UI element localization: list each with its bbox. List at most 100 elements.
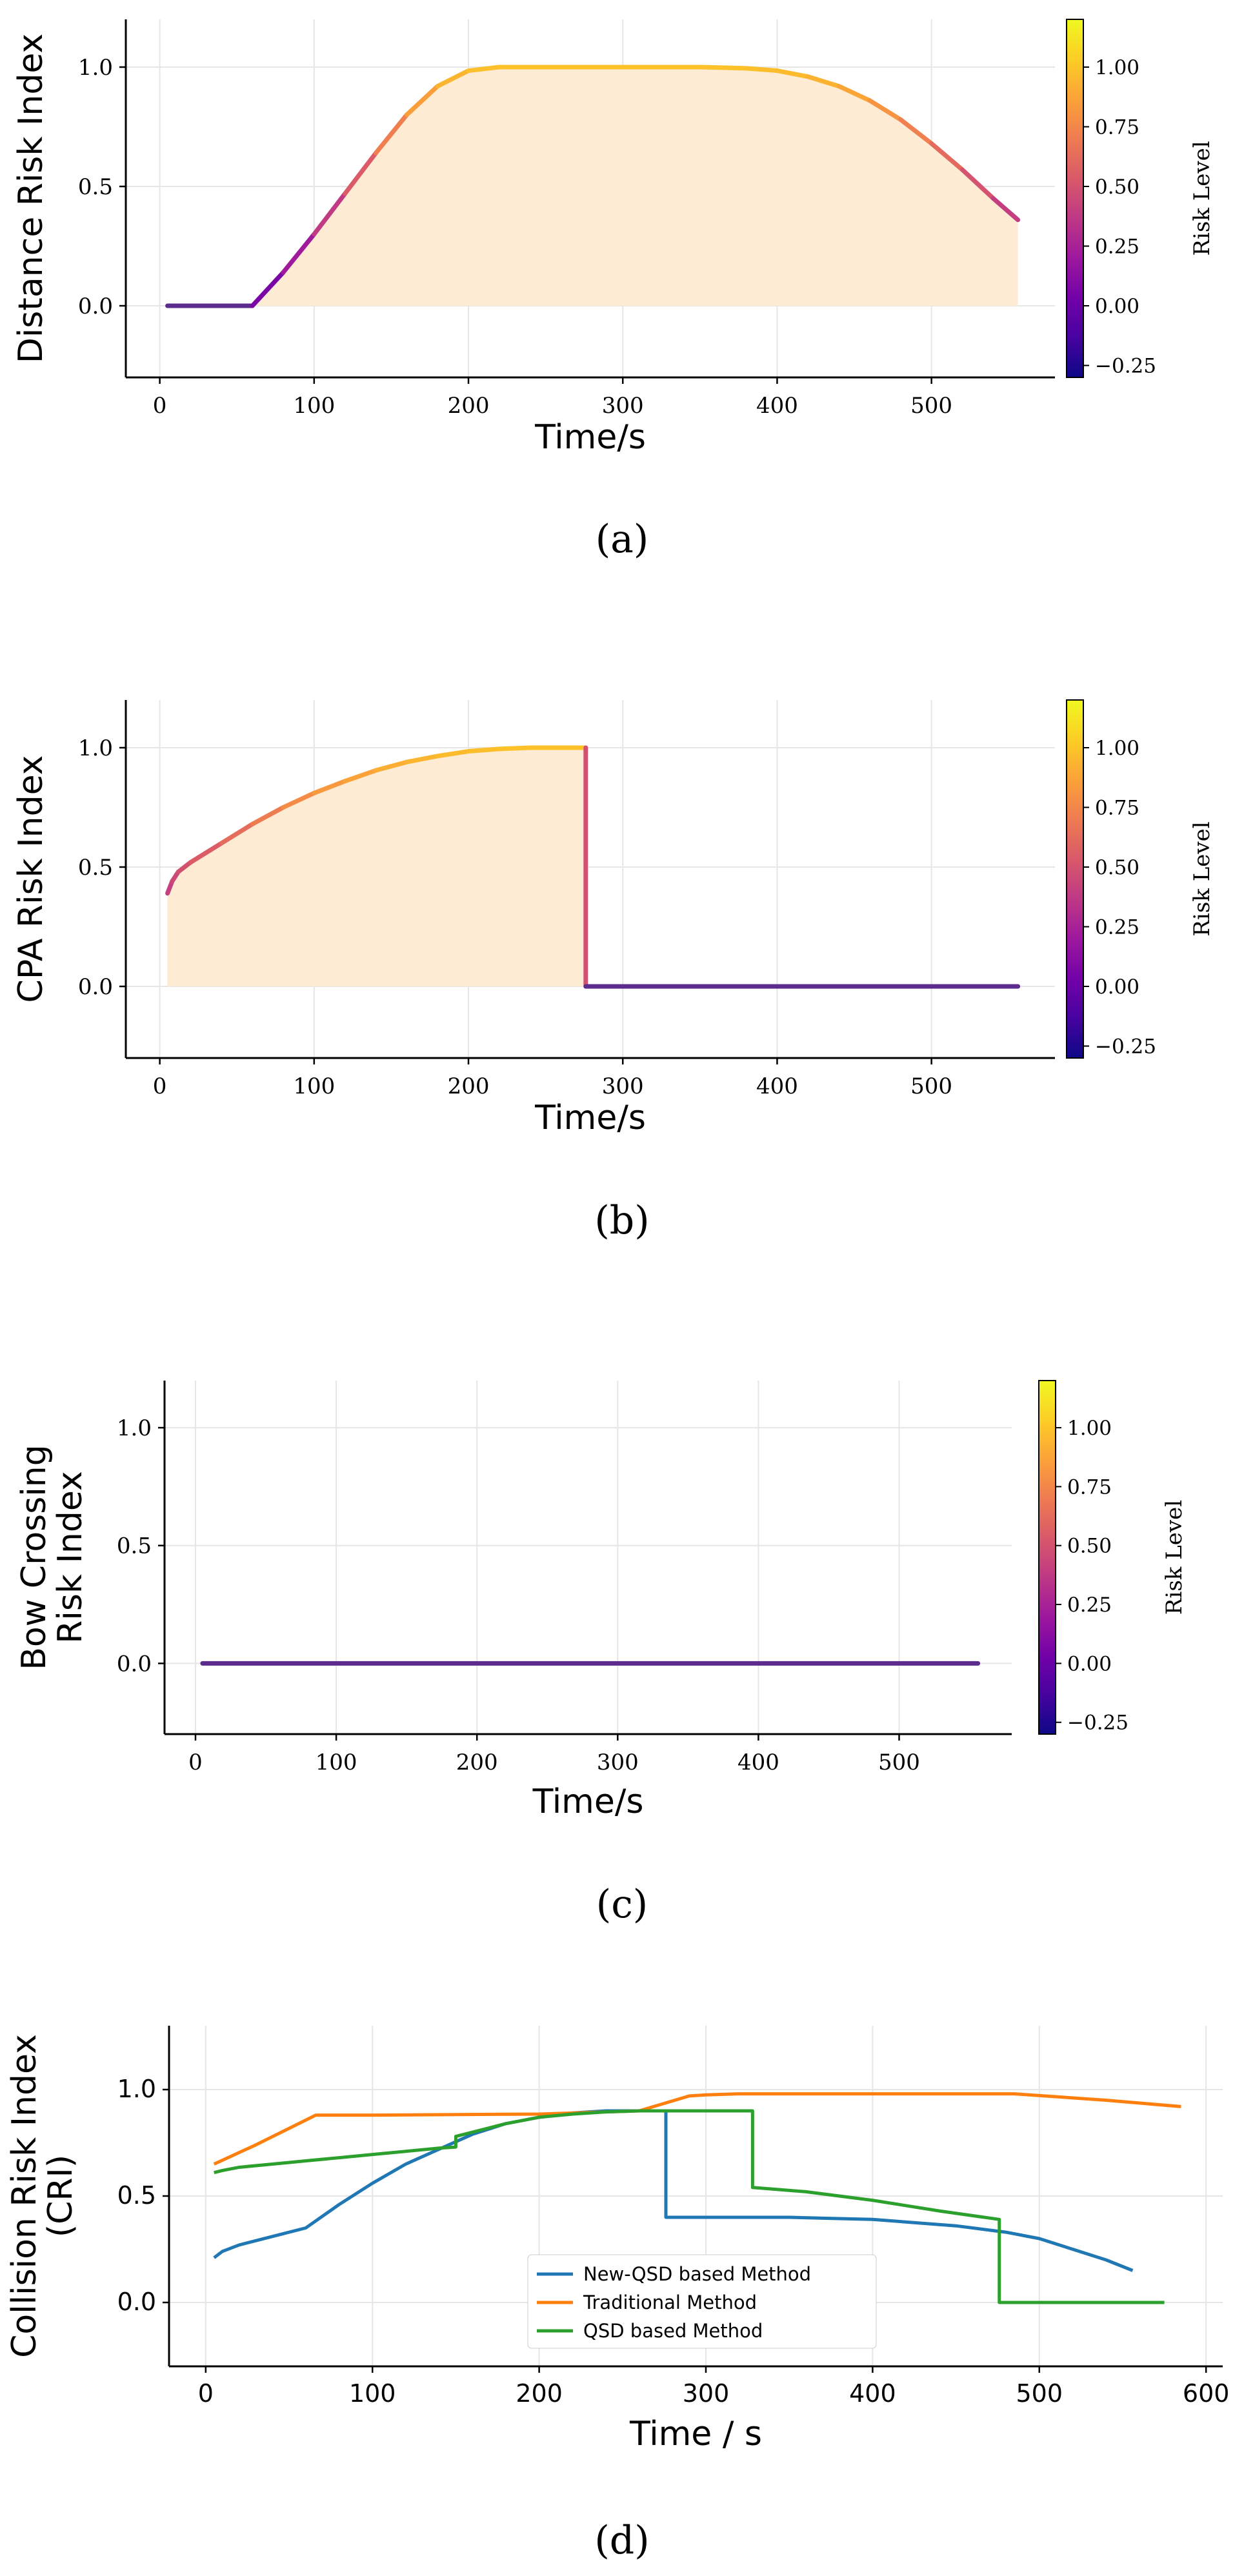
colorbar-tick-label: −0.25 xyxy=(1095,355,1156,378)
x-tick-label: 300 xyxy=(602,1073,644,1099)
series-segment xyxy=(312,779,348,795)
colorbar-tick-label: 0.50 xyxy=(1095,175,1139,199)
y-tick-label: 0.0 xyxy=(78,974,113,1000)
y-tick-label: 0.5 xyxy=(78,855,113,881)
y-tick-label: 1.0 xyxy=(78,55,113,81)
caption-d: (d) xyxy=(594,2518,649,2563)
xlabel-d: Time / s xyxy=(629,2415,762,2453)
colorbar-tick-label: 0.25 xyxy=(1095,916,1139,939)
colorbar-tick-label: 1.00 xyxy=(1095,56,1139,79)
ylabel-a: Distance Risk Index xyxy=(12,34,50,363)
series-segment xyxy=(959,167,996,201)
area-fill xyxy=(167,67,1018,306)
series-segment xyxy=(176,860,193,874)
x-tick-label: 600 xyxy=(1183,2379,1230,2408)
colorbar-tick-label: 0.00 xyxy=(1095,295,1139,318)
x-tick-label: 200 xyxy=(448,1073,490,1099)
colorbar-tick-label: 0.75 xyxy=(1067,1475,1112,1499)
series-segment xyxy=(929,141,965,172)
series-segment xyxy=(466,746,502,754)
x-tick-label: 400 xyxy=(737,1750,779,1775)
y-tick-label: 0.5 xyxy=(117,2181,156,2210)
series-segment xyxy=(404,84,440,117)
x-tick-label: 500 xyxy=(910,393,952,419)
y-tick-label: 0.0 xyxy=(78,294,113,319)
y-tick-label: 1.0 xyxy=(117,2075,156,2103)
series-segment xyxy=(744,66,779,74)
xlabel-b: Time/s xyxy=(534,1099,646,1137)
x-tick-label: 0 xyxy=(153,393,167,419)
y-tick-label: 1.0 xyxy=(117,1415,152,1441)
colorbar-tick-label: 0.75 xyxy=(1095,116,1139,139)
series-segment xyxy=(435,68,471,89)
colorbar-tick-label: 0.50 xyxy=(1095,856,1139,879)
bow-crossing-risk-plot: 0 100 200 300 400 500 0.0 0.5 1.0 −0.25 0.00 0.25 0.… xyxy=(117,1380,1129,1775)
caption-b: (b) xyxy=(594,1198,649,1243)
x-tick-label: 100 xyxy=(293,1073,335,1099)
colorbar-tick-label: 1.00 xyxy=(1095,737,1139,760)
colorbar-label-a: Risk Level xyxy=(1189,141,1215,255)
colorbar-label-b: Risk Level xyxy=(1189,821,1215,936)
series-segment xyxy=(343,150,379,196)
colorbar-tick-label: 0.25 xyxy=(1095,235,1139,259)
colorbar-label-c: Risk Level xyxy=(1161,1500,1187,1615)
x-tick-label: 300 xyxy=(683,2379,730,2408)
series-segment xyxy=(250,805,286,826)
series-segment xyxy=(836,84,872,103)
colorbar-tick-label: 0.75 xyxy=(1095,797,1139,820)
panel-d: 0 100 200 300 400 500 600 0.0 0.5 1.0 Time / s Co… xyxy=(5,2026,1229,2563)
series-segment xyxy=(281,790,317,810)
legend-label-traditional: Traditional Method xyxy=(583,2291,757,2313)
series-segment xyxy=(898,117,934,146)
colorbar-tick-label: −0.25 xyxy=(1067,1712,1129,1735)
colorbar xyxy=(1038,1380,1056,1735)
series-segment xyxy=(697,65,749,71)
x-tick-label: 200 xyxy=(456,1750,498,1775)
panel-b: 0 100 200 300 400 500 0.0 0.5 1.0 −0.25 0.00 0.25 0.… xyxy=(12,699,1215,1243)
x-tick-label: 500 xyxy=(910,1073,952,1099)
colorbar-tick-label: 1.00 xyxy=(1067,1417,1112,1440)
ylabel-c: Bow CrossingRisk Index xyxy=(15,1444,90,1670)
collision-risk-plot: 0 100 200 300 400 500 600 0.0 0.5 1.0 xyxy=(117,2026,1230,2408)
series-line-0 xyxy=(213,2109,1134,2272)
colorbar-tick-label: 0.25 xyxy=(1067,1593,1112,1617)
x-tick-label: 300 xyxy=(597,1750,639,1775)
series-segment xyxy=(374,112,409,155)
x-tick-label: 500 xyxy=(1016,2379,1063,2408)
series-segment xyxy=(774,68,810,79)
area-fill xyxy=(167,748,586,986)
y-tick-label: 0.0 xyxy=(117,2288,156,2316)
panel-a: 0 100 200 300 400 500 0.0 0.5 1.0 −0.25 0.00 0.25 0.… xyxy=(12,19,1215,562)
colorbar-tick-label: 0.00 xyxy=(1095,975,1139,999)
colorbar-tick-label: 0.00 xyxy=(1067,1652,1112,1675)
series-segment xyxy=(250,270,286,308)
series-segment xyxy=(466,65,502,74)
xlabel-c: Time/s xyxy=(532,1782,644,1821)
series-segment xyxy=(435,749,471,759)
series-segment xyxy=(867,98,903,122)
legend-label-new-qsd: New-QSD based Method xyxy=(583,2263,811,2285)
series-line-2 xyxy=(214,2109,1165,2304)
series-segment xyxy=(404,754,440,764)
series-line-1 xyxy=(213,2092,1181,2166)
colorbar-tick-label: −0.25 xyxy=(1095,1035,1156,1059)
legend-label-qsd: QSD based Method xyxy=(583,2320,763,2342)
x-tick-label: 400 xyxy=(849,2379,896,2408)
series-segment xyxy=(281,232,317,275)
series-segment xyxy=(219,821,255,846)
series-segment xyxy=(990,196,1021,223)
cpa-risk-plot: 0 100 200 300 400 500 0.0 0.5 1.0 −0.25 0.00 0.25 0.… xyxy=(78,699,1156,1099)
colorbar-tick-label: 0.50 xyxy=(1067,1535,1112,1558)
series-segment xyxy=(343,768,379,784)
x-tick-label: 300 xyxy=(602,393,644,419)
series-segment xyxy=(188,841,224,865)
x-tick-label: 0 xyxy=(198,2379,214,2408)
colorbar xyxy=(1066,19,1084,378)
ylabel-b: CPA Risk Index xyxy=(12,755,50,1003)
y-tick-label: 0.0 xyxy=(117,1651,152,1677)
x-tick-label: 200 xyxy=(516,2379,563,2408)
distance-risk-plot: 0 100 200 300 400 500 0.0 0.5 1.0 −0.25 0.00 0.25 0.… xyxy=(78,19,1156,419)
x-tick-label: 500 xyxy=(878,1750,920,1775)
legend-entry-new-qsd: New-QSD based Method xyxy=(537,2263,811,2285)
